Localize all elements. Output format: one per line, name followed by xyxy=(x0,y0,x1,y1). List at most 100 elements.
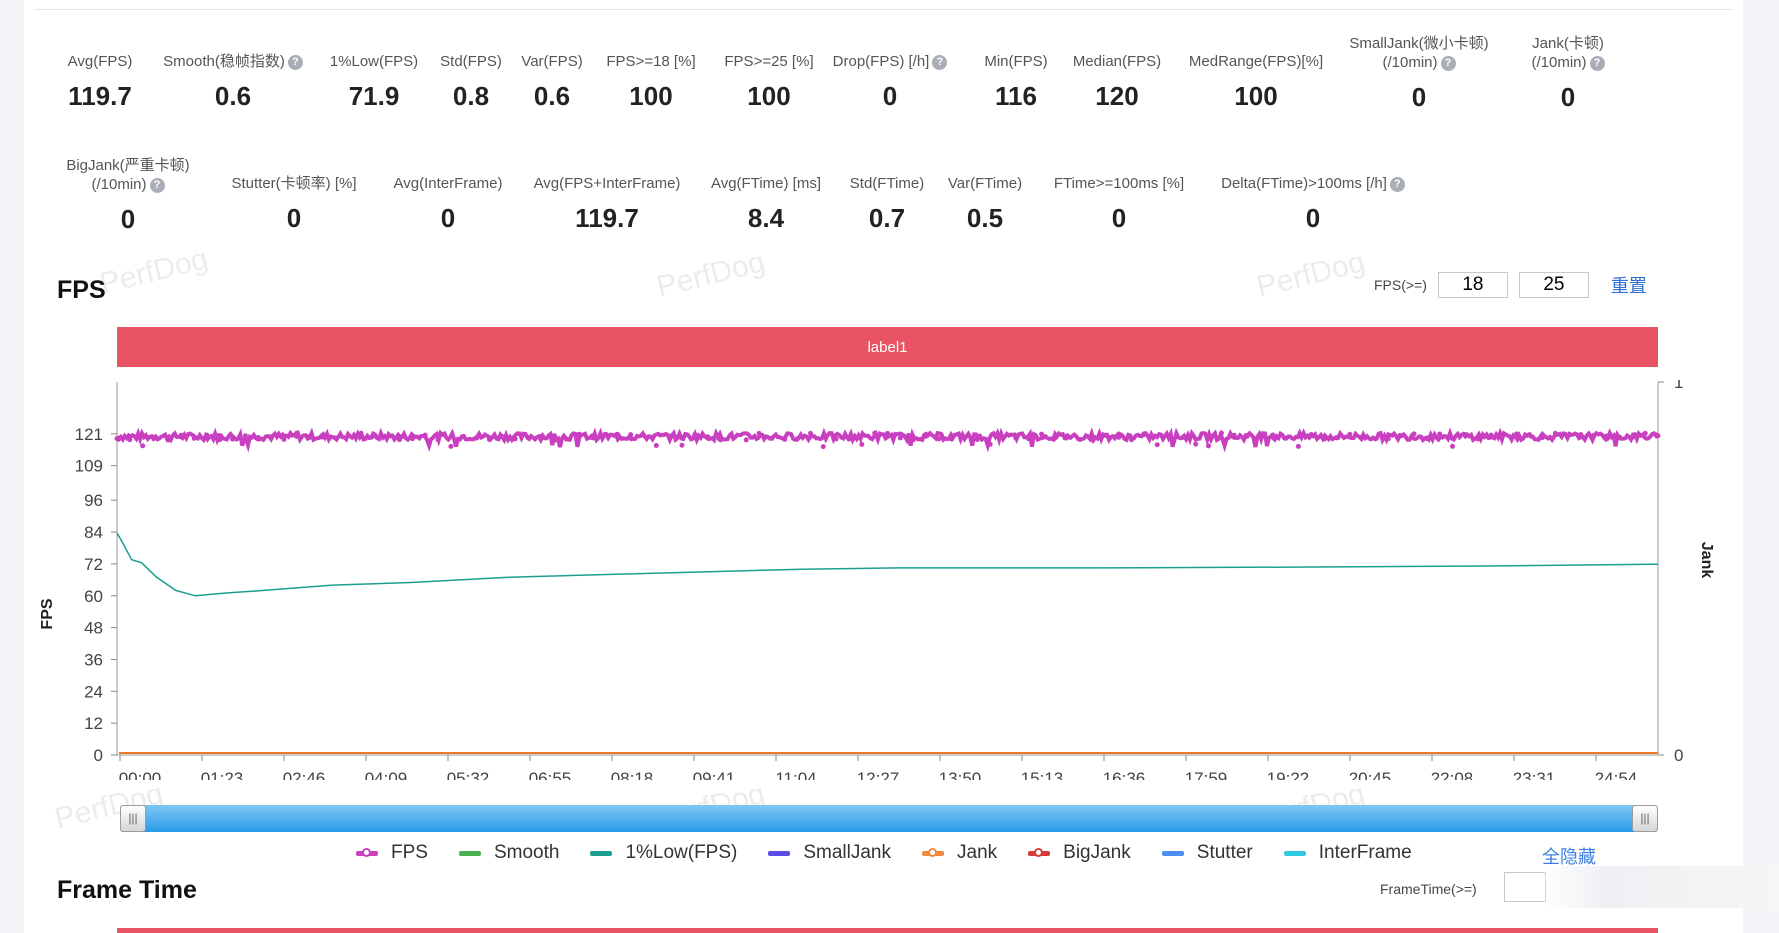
fps-point xyxy=(1257,431,1263,437)
time-range-slider[interactable]: ||| ||| xyxy=(120,805,1658,832)
fps-point xyxy=(191,435,197,441)
legend-label: Jank xyxy=(957,842,998,863)
help-icon[interactable]: ? xyxy=(1389,177,1405,192)
frametime-threshold-input[interactable] xyxy=(1504,872,1546,902)
fps-point xyxy=(808,430,813,436)
fps-point xyxy=(1039,431,1045,437)
help-icon[interactable]: ? xyxy=(932,55,948,70)
fps-point xyxy=(730,435,736,441)
legend-item[interactable]: 1%Low(FPS) xyxy=(590,842,737,864)
help-icon[interactable]: ? xyxy=(287,55,303,70)
hide-all-button[interactable]: 全隐藏 xyxy=(1542,847,1596,867)
fps-point xyxy=(628,432,634,438)
fps-point xyxy=(345,432,351,438)
legend-item[interactable]: Jank xyxy=(922,842,997,864)
y2-tick-label: 1 xyxy=(1674,380,1683,392)
help-icon[interactable]: ? xyxy=(149,178,165,193)
fps-point xyxy=(1013,435,1019,441)
fps-point xyxy=(1373,436,1378,442)
fps-point xyxy=(1103,432,1109,438)
x-tick-label: 15:13 xyxy=(1021,769,1064,780)
stat-value: 71.9 xyxy=(348,81,400,111)
stat-label: Drop(FPS) [/h]? xyxy=(790,52,990,71)
stat-item: Drop(FPS) [/h]? 0 xyxy=(790,52,990,112)
fps-point xyxy=(384,435,390,441)
legend-item[interactable]: SmallJank xyxy=(768,842,891,864)
stat-label: Std(FTime) xyxy=(787,174,987,193)
frametime-threshold-label: FrameTime(>=) xyxy=(1380,881,1477,897)
x-tick-label: 19:22 xyxy=(1267,769,1310,780)
stat-label-text: Stutter(卡顿率) [%] xyxy=(231,175,357,192)
legend-item[interactable]: Stutter xyxy=(1161,842,1253,864)
fps-point xyxy=(1617,434,1622,440)
x-tick-label: 06:55 xyxy=(529,769,572,780)
fps-point xyxy=(486,437,492,442)
fps-point xyxy=(1283,435,1289,441)
stat-item: Avg(FPS+InterFrame) 119.7 xyxy=(507,174,707,234)
fps-point xyxy=(987,441,993,447)
fps-point xyxy=(371,433,377,439)
fps-point xyxy=(564,436,569,442)
watermark: PerfDog xyxy=(96,242,212,301)
x-tick-label: 05:32 xyxy=(447,769,490,780)
range-end-handle[interactable]: ||| xyxy=(1632,805,1658,832)
stat-label-text: Smooth(稳帧指数) xyxy=(163,53,285,70)
stat-item: Min(FPS) 116 xyxy=(916,52,1116,112)
stat-label-text: FPS>=18 [%] xyxy=(606,53,696,70)
help-icon[interactable]: ? xyxy=(1589,56,1605,71)
label-bar[interactable]: label1 xyxy=(117,327,1658,367)
legend-item[interactable]: InterFrame xyxy=(1283,842,1412,864)
fps-point xyxy=(1578,432,1584,438)
stat-label-text: Avg(InterFrame) xyxy=(393,175,503,192)
stat-value: 0 xyxy=(1305,203,1321,233)
fps-point xyxy=(1655,433,1661,439)
stat-label: Jank(卡顿) (/10min)? xyxy=(1468,34,1668,72)
stat-value: 8.4 xyxy=(747,203,785,233)
stat-value: 0 xyxy=(440,203,456,233)
stat-value: 119.7 xyxy=(575,203,639,233)
fps-point xyxy=(666,433,672,439)
stat-label-text: Delta(FTime)>100ms [/h] xyxy=(1221,175,1387,192)
fps-point xyxy=(1051,436,1057,442)
stat-item: Jank(卡顿) (/10min)? 0 xyxy=(1468,34,1668,113)
stat-label: Std(FPS) xyxy=(371,52,571,71)
fps-threshold-1-input[interactable] xyxy=(1437,272,1508,298)
stat-label: Avg(FTime) [ms] xyxy=(666,174,866,193)
stat-item: Delta(FTime)>100ms [/h]? 0 xyxy=(1213,174,1413,234)
fps-point xyxy=(1514,431,1520,437)
x-tick-label: 12:27 xyxy=(857,769,900,780)
fps-point xyxy=(820,444,826,450)
stat-label: BigJank(严重卡顿) (/10min)? xyxy=(28,156,228,194)
legend-item[interactable]: BigJank xyxy=(1028,842,1131,864)
range-start-handle[interactable]: ||| xyxy=(120,805,146,832)
legend-item[interactable]: Smooth xyxy=(458,842,559,864)
stat-label-text: Jank(卡顿) xyxy=(1532,35,1604,52)
fps-chart[interactable]: 0 12 24 36 48 60 72 84 96 109 121 0 1 00:00 01:23 02:46… xyxy=(24,380,1743,780)
fps-point xyxy=(409,436,415,442)
legend-label: SmallJank xyxy=(803,842,892,863)
stat-value: 0 xyxy=(1560,82,1576,112)
fps-point xyxy=(615,432,621,437)
fps-point xyxy=(1501,432,1507,437)
stat-item: MedRange(FPS)[%] 100 xyxy=(1156,52,1356,112)
help-icon[interactable]: ? xyxy=(1440,56,1456,71)
stat-label-text: Avg(FPS+InterFrame) xyxy=(533,175,681,192)
legend-item[interactable]: FPS xyxy=(356,842,428,864)
stat-label: SmallJank(微小卡顿) (/10min)? xyxy=(1319,34,1519,72)
legend-swatch-icon xyxy=(768,850,791,856)
x-tick-label: 22:08 xyxy=(1431,769,1474,780)
fps-threshold-2-input[interactable] xyxy=(1518,272,1589,298)
fps-point xyxy=(962,435,968,440)
fps-point xyxy=(923,433,929,439)
y-tick-label: 48 xyxy=(84,619,103,638)
x-tick-label: 20:45 xyxy=(1349,769,1392,780)
fps-point xyxy=(1462,432,1468,438)
y-tick-label: 24 xyxy=(84,682,103,701)
legend-swatch-icon xyxy=(458,850,481,856)
fps-point xyxy=(1385,436,1391,442)
legend-label: InterFrame xyxy=(1318,842,1412,863)
stat-value: 119.7 xyxy=(68,81,132,111)
reset-button[interactable]: 重置 xyxy=(1610,276,1647,296)
chart-legend: FPS Smooth 1%Low(FPS) SmallJank Jank BigJank S… xyxy=(356,842,1443,864)
fps-point xyxy=(114,436,120,442)
